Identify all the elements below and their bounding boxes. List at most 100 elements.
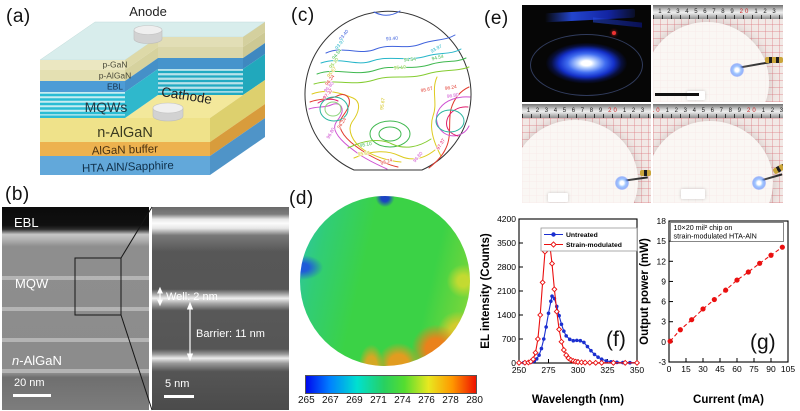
svg-text:700: 700: [502, 334, 516, 344]
tem-label-ebl: EBL: [14, 215, 39, 230]
wafer-tab: [548, 193, 568, 202]
svg-text:350: 350: [630, 365, 644, 375]
svg-text:30: 30: [698, 364, 708, 374]
recess-back-wall: [158, 37, 243, 95]
panel-label-a: (a): [6, 6, 31, 27]
anode-contact: [133, 25, 163, 44]
barrier-label: Barrier: 11 nm: [196, 328, 265, 340]
svg-text:Untreated: Untreated: [566, 232, 598, 239]
svg-text:105: 105: [781, 364, 795, 374]
front-face-upper: [40, 60, 125, 119]
wafer-disc: [522, 120, 638, 203]
el-spectrum-chart: 250 275 300 325 350 0 700 1400 2100 2800 3500 4200 W…: [480, 196, 655, 411]
svg-text:0: 0: [511, 358, 516, 368]
probe-handle: [765, 57, 783, 63]
el-emission-spot: [730, 63, 744, 77]
ruler: 10 1 2 3 4 5 6 7 8 9 20 1 2 3: [653, 104, 783, 118]
svg-text:95.10: 95.10: [394, 64, 407, 71]
svg-text:95.67: 95.67: [379, 97, 387, 110]
svg-text:Strain-modulated: Strain-modulated: [566, 242, 622, 249]
tem-label-mqw: MQW: [15, 276, 49, 291]
layer-label-nalgan: n-AlGaN: [97, 125, 153, 141]
svg-text:2100: 2100: [497, 286, 516, 296]
wavelength-wafer-map: [300, 196, 470, 366]
recess-left-wall: [125, 37, 158, 118]
svg-text:96.80: 96.80: [446, 92, 459, 100]
svg-text:95.67: 95.67: [420, 86, 433, 94]
svg-text:75: 75: [749, 364, 759, 374]
svg-text:93.97: 93.97: [430, 43, 444, 54]
qw-stripes: [2, 249, 149, 395]
svg-text:1400: 1400: [497, 310, 516, 320]
svg-text:325: 325: [600, 365, 614, 375]
scalebar-20nm: [13, 394, 51, 397]
svg-text:15: 15: [681, 364, 691, 374]
cathode-contact: [152, 102, 184, 122]
li-curve-chart: 0 15 30 45 60 75 90 105 -3 0 3 6 9 12 15 18 Current (mA)…: [638, 196, 800, 411]
wafer-tab: [681, 189, 705, 199]
right-side-face: [210, 22, 265, 175]
panel-label-d: (d): [289, 188, 314, 209]
svg-text:(f): (f): [606, 328, 626, 351]
layer-label-substrate: HTA AlN/Sapphire: [82, 160, 174, 175]
el-emission-spot: [752, 176, 766, 190]
svg-text:94.54: 94.54: [431, 54, 444, 63]
wafer-disc: [653, 22, 769, 102]
svg-text:60: 60: [732, 364, 742, 374]
colorbar: [305, 375, 477, 394]
svg-text:Output power (mW): Output power (mW): [639, 238, 651, 345]
svg-text:9: 9: [661, 276, 666, 286]
ruler: 1 2 3 4 5 6 7 8 9 20 1 2 3: [653, 5, 783, 19]
svg-text:94.54: 94.54: [404, 56, 417, 63]
layer-label-pgan: p-GaN: [102, 60, 127, 70]
contour-lines: [308, 10, 471, 170]
svg-text:(g): (g): [750, 331, 776, 354]
svg-text:18: 18: [657, 216, 667, 226]
colorbar-ticks: 265 267 269 271 274 276 278 280: [298, 395, 483, 406]
svg-text:2800: 2800: [497, 262, 516, 272]
well-label: Well: 2 nm: [166, 291, 218, 303]
anode-label: Anode: [129, 4, 167, 19]
photo-wafer-probe-1: 1 2 3 4 5 6 7 8 9 20 1 2 3: [653, 5, 783, 102]
tem-image-left: EBL MQW n-AlGaN 20 nm: [2, 207, 149, 410]
red-indicator-dot: [612, 31, 617, 36]
blue-reflection-2: [592, 16, 642, 27]
device-schematic: Anode Cathode p-GaN p-AlGaN EBL MQWs n-A…: [39, 4, 266, 175]
svg-text:300: 300: [571, 365, 585, 375]
panel-label-b: (b): [5, 184, 30, 205]
tem-label-nalgan: n-AlGaN: [12, 353, 62, 368]
photo-wafer-dark: [522, 5, 651, 102]
layer-label-buffer: AlGaN buffer: [92, 143, 159, 157]
svg-text:275: 275: [541, 365, 555, 375]
scalebar-label-20nm: 20 nm: [14, 377, 45, 389]
svg-text:15: 15: [657, 236, 667, 246]
ruler: 1 2 3 4 5 6 7 8 9 20 1 2 3: [522, 104, 651, 118]
scalebar-label-5nm: 5 nm: [165, 378, 190, 390]
svg-text:6: 6: [661, 297, 666, 307]
glowing-wafer: [529, 34, 643, 97]
svg-text:strain-modulated HTA-AlN: strain-modulated HTA-AlN: [674, 232, 757, 241]
photo-wafer-probe-3: 10 1 2 3 4 5 6 7 8 9 20 1 2 3: [653, 104, 783, 203]
wafer-outline: [304, 10, 472, 171]
photo-wafer-probe-2: 1 2 3 4 5 6 7 8 9 20 1 2 3: [522, 104, 651, 203]
layer-label-mqws: MQWs: [85, 99, 128, 115]
svg-text:96.24: 96.24: [380, 157, 394, 167]
scalebar-5nm: [164, 395, 194, 398]
wafer-disc: [653, 121, 773, 203]
svg-text:0: 0: [661, 337, 666, 347]
svg-text:95.10: 95.10: [359, 141, 372, 149]
svg-text:250: 250: [512, 365, 526, 375]
svg-text:0: 0: [667, 364, 672, 374]
el-emission-spot: [615, 176, 629, 190]
svg-text:Current (mA): Current (mA): [693, 394, 764, 406]
layer-label-ebl: EBL: [107, 82, 123, 92]
probe-handle: [640, 170, 651, 176]
svg-text:3: 3: [661, 317, 666, 327]
svg-text:45: 45: [715, 364, 725, 374]
svg-text:EL intensity (Counts): EL intensity (Counts): [480, 233, 492, 349]
svg-text:3500: 3500: [497, 238, 516, 248]
svg-text:Wavelength (nm): Wavelength (nm): [532, 394, 624, 406]
front-face-lower: [40, 118, 210, 175]
